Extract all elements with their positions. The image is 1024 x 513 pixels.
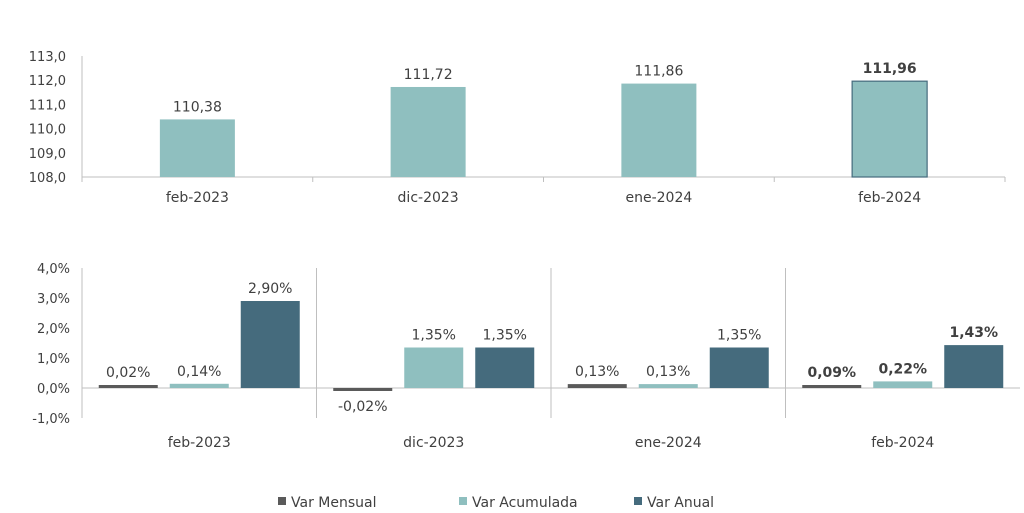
variation-bar-value-label: 0,13% <box>575 364 619 380</box>
legend-swatch <box>459 497 467 505</box>
y-tick-label: -1,0% <box>32 412 70 427</box>
y-tick-label: 110,0 <box>29 123 66 138</box>
variation-bar <box>873 381 933 388</box>
y-tick-label: 2,0% <box>37 322 70 337</box>
x-category-label: ene-2024 <box>635 435 702 451</box>
y-tick-label: 1,0% <box>37 352 70 367</box>
legend-label: Var Acumulada <box>472 495 578 511</box>
x-category-label: dic-2023 <box>398 190 459 206</box>
variation-bar-value-label: 0,09% <box>807 365 856 381</box>
variation-bar-value-label: 0,02% <box>106 365 150 381</box>
legend-swatch <box>634 497 642 505</box>
x-category-label: ene-2024 <box>625 190 692 206</box>
variation-bar-value-label: 1,35% <box>412 328 456 344</box>
variation-bar <box>475 347 535 388</box>
y-tick-label: 111,0 <box>29 98 66 113</box>
variation-bar <box>169 383 229 388</box>
index-bar-value-label: 111,72 <box>404 67 453 83</box>
y-tick-label: 0,0% <box>37 382 70 397</box>
legend-label: Var Mensual <box>291 495 376 511</box>
variation-bar <box>404 347 464 388</box>
index-bar <box>621 83 697 177</box>
index-bar-value-label: 111,96 <box>863 61 917 77</box>
variation-bar <box>98 385 158 388</box>
index-bar-value-label: 110,38 <box>173 99 222 115</box>
variation-bar-chart: 4,0% 3,0% 2,0% 1,0% 0,0% -1,0% 0,02% 0,14% 2,90%… <box>32 262 1020 451</box>
y-tick-label: 3,0% <box>37 292 70 307</box>
legend-swatch <box>278 497 286 505</box>
x-category-label: feb-2023 <box>166 190 229 206</box>
variation-bar <box>944 345 1004 388</box>
variation-bar <box>638 384 698 388</box>
x-category-label: feb-2024 <box>871 435 934 451</box>
variation-bar-value-label: 1,35% <box>717 328 761 344</box>
variation-bar <box>802 385 862 388</box>
chart-legend: Var Mensual Var Acumulada Var Anual <box>278 495 714 511</box>
variation-bar-value-label: 2,90% <box>248 281 292 297</box>
index-bar <box>851 80 928 178</box>
y-tick-label: 112,0 <box>29 74 66 89</box>
variation-bar <box>709 347 769 388</box>
variation-bar-value-label: 0,22% <box>878 361 927 377</box>
variation-bar-value-label: 1,35% <box>483 328 527 344</box>
index-bar <box>159 119 235 177</box>
variation-bar-value-label: 0,14% <box>177 364 221 380</box>
y-tick-label: 108,0 <box>29 171 66 186</box>
variation-bar-value-label: 1,43% <box>949 325 998 341</box>
variation-bar <box>240 301 300 388</box>
variation-bar <box>567 384 627 388</box>
variation-bar-value-label: 0,13% <box>646 364 690 380</box>
variation-bar <box>333 388 393 391</box>
variation-bar-value-label: -0,02% <box>338 399 388 415</box>
y-tick-label: 109,0 <box>29 147 66 162</box>
y-tick-label: 4,0% <box>37 262 70 277</box>
legend-label: Var Anual <box>647 495 714 511</box>
y-tick-label: 113,0 <box>29 50 66 65</box>
x-category-label: feb-2024 <box>858 190 921 206</box>
index-bar-chart: 113,0 112,0 111,0 110,0 109,0 108,0 110,38 feb-… <box>29 50 1006 206</box>
index-bar-value-label: 111,86 <box>634 64 683 80</box>
x-category-label: feb-2023 <box>168 435 231 451</box>
x-category-label: dic-2023 <box>403 435 464 451</box>
index-bar <box>390 86 466 177</box>
